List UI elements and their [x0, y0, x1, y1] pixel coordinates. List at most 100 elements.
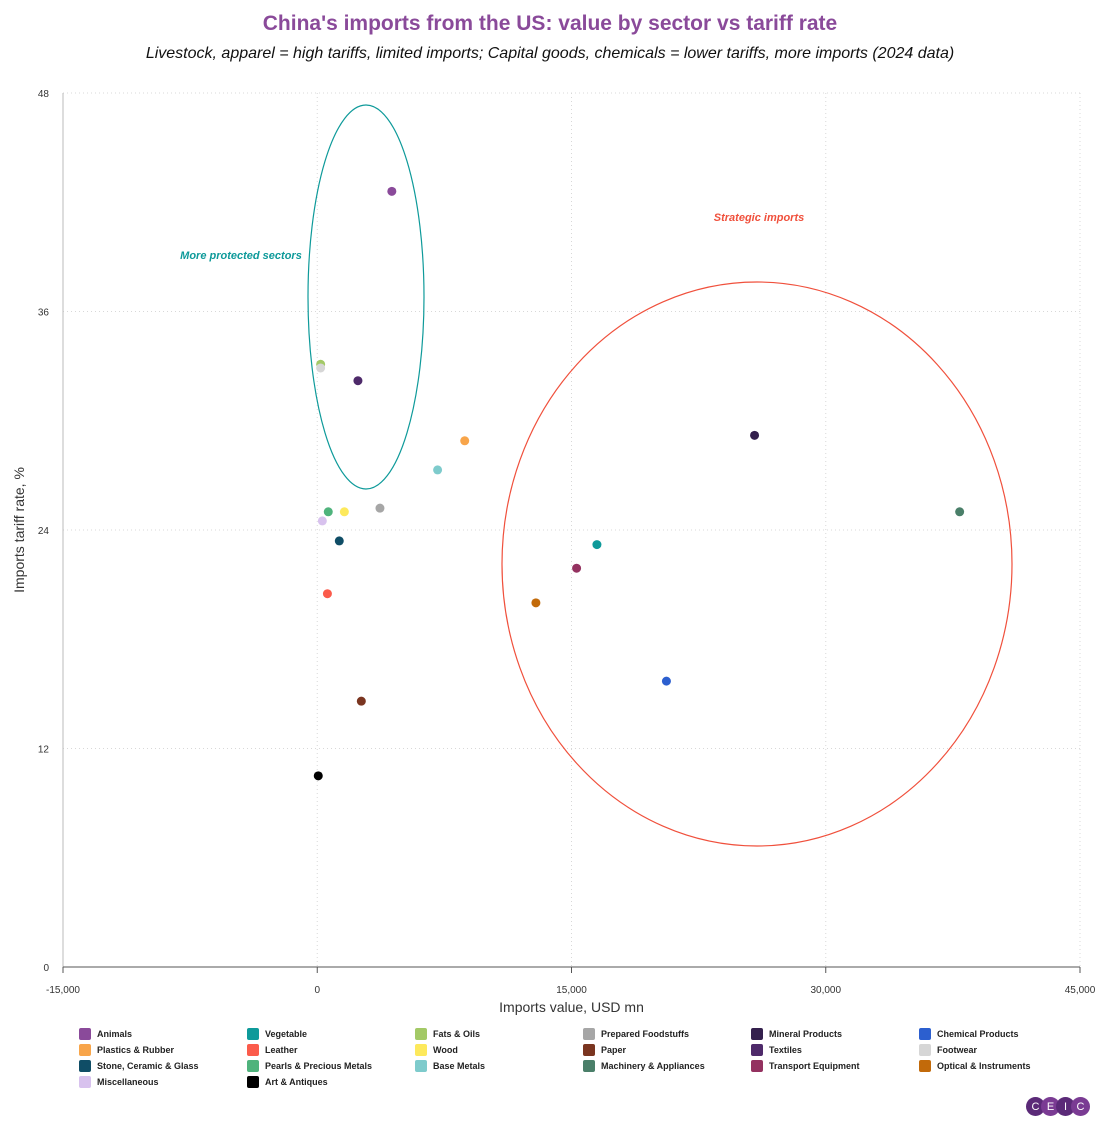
- x-tick-label: 45,000: [1065, 985, 1096, 996]
- legend-swatch: [751, 1043, 763, 1056]
- point-paper: [356, 696, 366, 706]
- legend-swatch: [415, 1059, 427, 1072]
- logo-letter: I: [1056, 1097, 1075, 1116]
- legend-swatch: [247, 1059, 259, 1072]
- point-footwear: [316, 363, 326, 373]
- legend-swatch: [583, 1043, 595, 1056]
- legend-label: Stone, Ceramic & Glass: [97, 1060, 199, 1071]
- legend-label: Leather: [265, 1044, 298, 1055]
- point-transport-equipment: [572, 563, 582, 573]
- logo-letter: C: [1026, 1097, 1045, 1116]
- legend-swatch: [79, 1075, 91, 1088]
- legend-swatch: [919, 1043, 931, 1056]
- strategic-imports-ellipse: [501, 281, 1013, 847]
- y-tick-label: 36: [38, 308, 50, 319]
- legend-item[interactable]: Plastics & Rubber: [79, 1043, 247, 1056]
- legend-swatch: [415, 1027, 427, 1040]
- y-tick-label: 24: [38, 526, 50, 537]
- point-optical-instruments: [531, 598, 541, 608]
- legend-label: Vegetable: [265, 1028, 308, 1039]
- legend-item[interactable]: Base Metals: [415, 1059, 583, 1072]
- ceic-logo: C E I C: [1026, 1097, 1090, 1116]
- legend-label: Paper: [601, 1044, 627, 1055]
- x-tick-label: 0: [314, 985, 320, 996]
- legend-item[interactable]: Chemical Products: [919, 1027, 1087, 1040]
- chart-title: China's imports from the US: value by se…: [262, 12, 838, 35]
- legend-item[interactable]: Prepared Foodstuffs: [583, 1027, 751, 1040]
- legend-swatch: [751, 1027, 763, 1040]
- point-vegetable: [592, 540, 602, 550]
- legend-label: Prepared Foodstuffs: [601, 1028, 690, 1039]
- point-leather: [322, 589, 332, 599]
- point-mineral-products: [750, 430, 760, 440]
- legend-swatch: [79, 1043, 91, 1056]
- legend-item[interactable]: Mineral Products: [751, 1027, 919, 1040]
- annotation-strategic: Strategic imports: [714, 212, 804, 224]
- y-tick-label: 0: [43, 963, 49, 974]
- legend-item[interactable]: Leather: [247, 1043, 415, 1056]
- point-art-antiques: [313, 771, 323, 781]
- legend-swatch: [919, 1059, 931, 1072]
- y-axis-label: Imports tariff rate, %: [11, 467, 27, 593]
- point-plastics-rubber: [460, 436, 470, 446]
- y-tick-label: 12: [38, 745, 50, 756]
- point-wood: [339, 507, 349, 517]
- legend-swatch: [247, 1043, 259, 1056]
- legend-swatch: [751, 1059, 763, 1072]
- legend-label: Machinery & Appliances: [601, 1060, 705, 1071]
- legend-swatch: [247, 1027, 259, 1040]
- legend-label: Mineral Products: [769, 1028, 843, 1039]
- point-machinery-appliances: [955, 507, 965, 517]
- legend-item[interactable]: Optical & Instruments: [919, 1059, 1087, 1072]
- legend-item[interactable]: Miscellaneous: [79, 1075, 247, 1088]
- point-stone-ceramic-glass: [334, 536, 344, 546]
- legend-item[interactable]: Stone, Ceramic & Glass: [79, 1059, 247, 1072]
- protected-sectors-ellipse: [307, 104, 425, 490]
- legend-swatch: [79, 1027, 91, 1040]
- legend-swatch: [415, 1043, 427, 1056]
- logo-letter: E: [1041, 1097, 1060, 1116]
- legend: Animals Vegetable Fats & Oils Prepared Food…: [79, 1027, 1089, 1088]
- legend-label: Base Metals: [433, 1060, 486, 1071]
- legend-item[interactable]: Vegetable: [247, 1027, 415, 1040]
- legend-item[interactable]: Animals: [79, 1027, 247, 1040]
- logo-letter: C: [1071, 1097, 1090, 1116]
- legend-swatch: [919, 1027, 931, 1040]
- legend-label: Animals: [97, 1028, 133, 1039]
- legend-label: Pearls & Precious Metals: [265, 1060, 373, 1071]
- legend-item[interactable]: Footwear: [919, 1043, 1087, 1056]
- point-animals: [387, 186, 397, 196]
- legend-label: Miscellaneous: [97, 1076, 159, 1087]
- legend-item[interactable]: Paper: [583, 1043, 751, 1056]
- legend-item[interactable]: Fats & Oils: [415, 1027, 583, 1040]
- point-textiles: [353, 376, 363, 386]
- legend-label: Art & Antiques: [265, 1076, 328, 1087]
- legend-item[interactable]: Art & Antiques: [247, 1075, 415, 1088]
- legend-label: Plastics & Rubber: [97, 1044, 175, 1055]
- y-tick-label: 48: [38, 89, 50, 100]
- legend-swatch: [247, 1075, 259, 1088]
- legend-item[interactable]: Transport Equipment: [751, 1059, 919, 1072]
- legend-item[interactable]: Textiles: [751, 1043, 919, 1056]
- legend-swatch: [583, 1059, 595, 1072]
- legend-item[interactable]: Pearls & Precious Metals: [247, 1059, 415, 1072]
- legend-label: Chemical Products: [937, 1028, 1019, 1039]
- legend-label: Optical & Instruments: [937, 1060, 1031, 1071]
- x-tick-label: 15,000: [556, 985, 587, 996]
- legend-label: Footwear: [937, 1044, 978, 1055]
- point-base-metals: [433, 465, 443, 475]
- legend-item[interactable]: Machinery & Appliances: [583, 1059, 751, 1072]
- annotation-protected: More protected sectors: [180, 250, 302, 262]
- legend-swatch: [583, 1027, 595, 1040]
- legend-label: Wood: [433, 1044, 458, 1055]
- legend-label: Transport Equipment: [769, 1060, 860, 1071]
- legend-swatch: [79, 1059, 91, 1072]
- x-tick-label: -15,000: [46, 985, 80, 996]
- legend-label: Textiles: [769, 1044, 802, 1055]
- legend-item[interactable]: Wood: [415, 1043, 583, 1056]
- x-tick-label: 30,000: [810, 985, 841, 996]
- x-axis-label: Imports value, USD mn: [499, 999, 644, 1015]
- point-chemical-products: [661, 676, 671, 686]
